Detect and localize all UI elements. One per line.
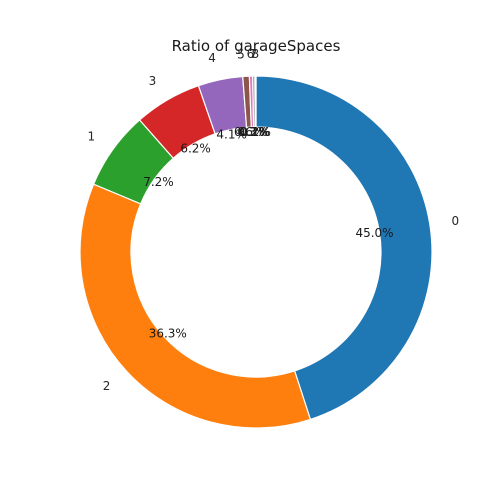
slice-2 [79, 183, 312, 429]
category-label-3: 3 [149, 74, 157, 88]
category-label-6: 6 [247, 47, 255, 61]
percent-label-5: 0.6% [234, 125, 265, 139]
percent-label-4: 4.1% [216, 127, 247, 141]
slice-8 [254, 75, 257, 128]
percent-label-1: 7.2% [143, 175, 174, 189]
category-label-2: 2 [103, 379, 111, 393]
slices-group [79, 75, 433, 429]
slice-0 [255, 75, 433, 421]
category-label-1: 1 [87, 130, 95, 144]
percent-label-7: 0.2% [239, 125, 270, 139]
percent-labels-group: 45.0% 36.3% 7.2% 6.2% 4.1%0.6%0.3%0.2%0.1% [143, 125, 393, 340]
percent-label-2: 36.3% [149, 326, 187, 340]
category-labels-group: 0 2 1 3 4 5 678 [87, 47, 459, 393]
category-label-0: 0 [452, 214, 460, 228]
chart-title: Ratio of garageSpaces [172, 37, 341, 55]
category-label-8: 8 [252, 47, 260, 61]
category-label-5: 5 [237, 47, 245, 61]
category-label-7: 7 [250, 47, 258, 61]
percent-label-8: 0.1% [240, 125, 271, 139]
percent-label-0: 45.0% [355, 226, 393, 240]
category-label-4: 4 [208, 51, 216, 65]
percent-label-6: 0.3% [237, 125, 268, 139]
percent-label-3: 6.2% [180, 141, 211, 155]
